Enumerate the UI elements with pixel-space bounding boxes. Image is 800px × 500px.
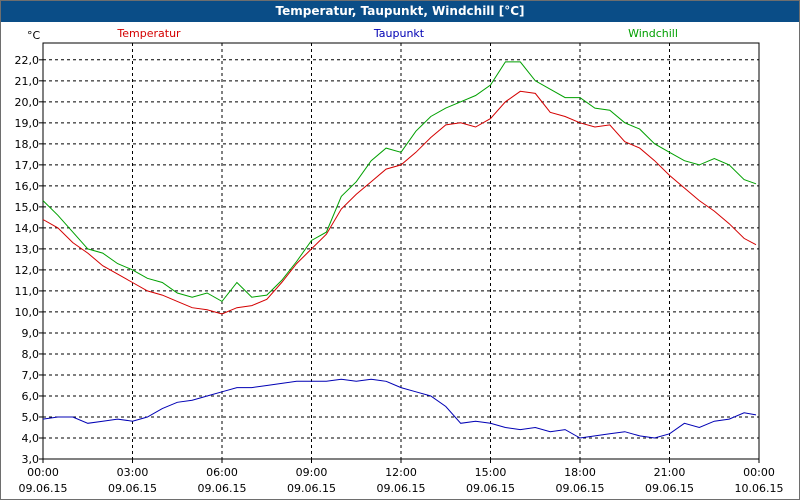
y-tick-label: 20,0 bbox=[15, 96, 40, 109]
x-tick-date-label: 09.06.15 bbox=[108, 482, 157, 495]
y-tick-label: 6,0 bbox=[22, 390, 40, 403]
series-line-windchill bbox=[42, 61, 757, 303]
y-tick-label: 10,0 bbox=[15, 306, 40, 319]
legend-entry-taupunkt: Taupunkt bbox=[373, 27, 425, 40]
y-tick-label: 22,0 bbox=[15, 54, 40, 67]
x-tick-date-label: 09.06.15 bbox=[645, 482, 694, 495]
y-tick-label: 5,0 bbox=[22, 411, 40, 424]
x-tick-time-label: 00:00 bbox=[743, 466, 775, 479]
y-axis-unit-label: °C bbox=[27, 29, 41, 42]
y-tick-label: 8,0 bbox=[22, 348, 40, 361]
x-tick-time-label: 21:00 bbox=[654, 466, 686, 479]
y-tick-label: 17,0 bbox=[15, 159, 40, 172]
x-tick-date-label: 09.06.15 bbox=[19, 482, 68, 495]
x-tick-date-label: 10.06.15 bbox=[735, 482, 784, 495]
chart-title: Temperatur, Taupunkt, Windchill [°C] bbox=[1, 1, 799, 22]
legend-entry-windchill: Windchill bbox=[628, 27, 678, 40]
x-tick-time-label: 18:00 bbox=[564, 466, 596, 479]
y-tick-label: 11,0 bbox=[15, 285, 40, 298]
series-line-temperatur bbox=[42, 90, 757, 315]
y-tick-label: 18,0 bbox=[15, 138, 40, 151]
series-line-taupunkt bbox=[42, 378, 757, 439]
y-tick-label: 15,0 bbox=[15, 201, 40, 214]
axes: °C 3,0 4,0 5,0 6,0 7,0 8,0 9,0 10,0 11,0 12,0 13,0… bbox=[15, 29, 784, 495]
x-tick-time-label: 03:00 bbox=[117, 466, 149, 479]
y-tick-label: 21,0 bbox=[15, 75, 40, 88]
x-tick-date-label: 09.06.15 bbox=[198, 482, 247, 495]
y-tick-label: 4,0 bbox=[22, 432, 40, 445]
series-lines bbox=[42, 61, 757, 439]
y-tick-label: 7,0 bbox=[22, 369, 40, 382]
y-tick-label: 12,0 bbox=[15, 264, 40, 277]
y-tick-label: 16,0 bbox=[15, 180, 40, 193]
y-tick-label: 13,0 bbox=[15, 243, 40, 256]
line-chart: °C 3,0 4,0 5,0 6,0 7,0 8,0 9,0 10,0 11,0 12,0 13,0… bbox=[15, 27, 784, 495]
x-tick-time-label: 09:00 bbox=[296, 466, 328, 479]
y-tick-label: 3,0 bbox=[22, 453, 40, 466]
x-tick-time-label: 06:00 bbox=[206, 466, 238, 479]
legend: Temperatur Taupunkt Windchill bbox=[116, 27, 678, 40]
y-tick-label: 14,0 bbox=[15, 222, 40, 235]
x-tick-date-label: 09.06.15 bbox=[556, 482, 605, 495]
grid bbox=[42, 42, 760, 460]
x-tick-time-label: 00:00 bbox=[27, 466, 59, 479]
legend-entry-temperatur: Temperatur bbox=[116, 27, 181, 40]
x-tick-time-label: 15:00 bbox=[475, 466, 507, 479]
x-tick-date-label: 09.06.15 bbox=[287, 482, 336, 495]
x-tick-date-label: 09.06.15 bbox=[466, 482, 515, 495]
y-tick-label: 9,0 bbox=[22, 327, 40, 340]
x-tick-time-label: 12:00 bbox=[385, 466, 417, 479]
y-tick-label: 19,0 bbox=[15, 117, 40, 130]
x-tick-date-label: 09.06.15 bbox=[377, 482, 426, 495]
